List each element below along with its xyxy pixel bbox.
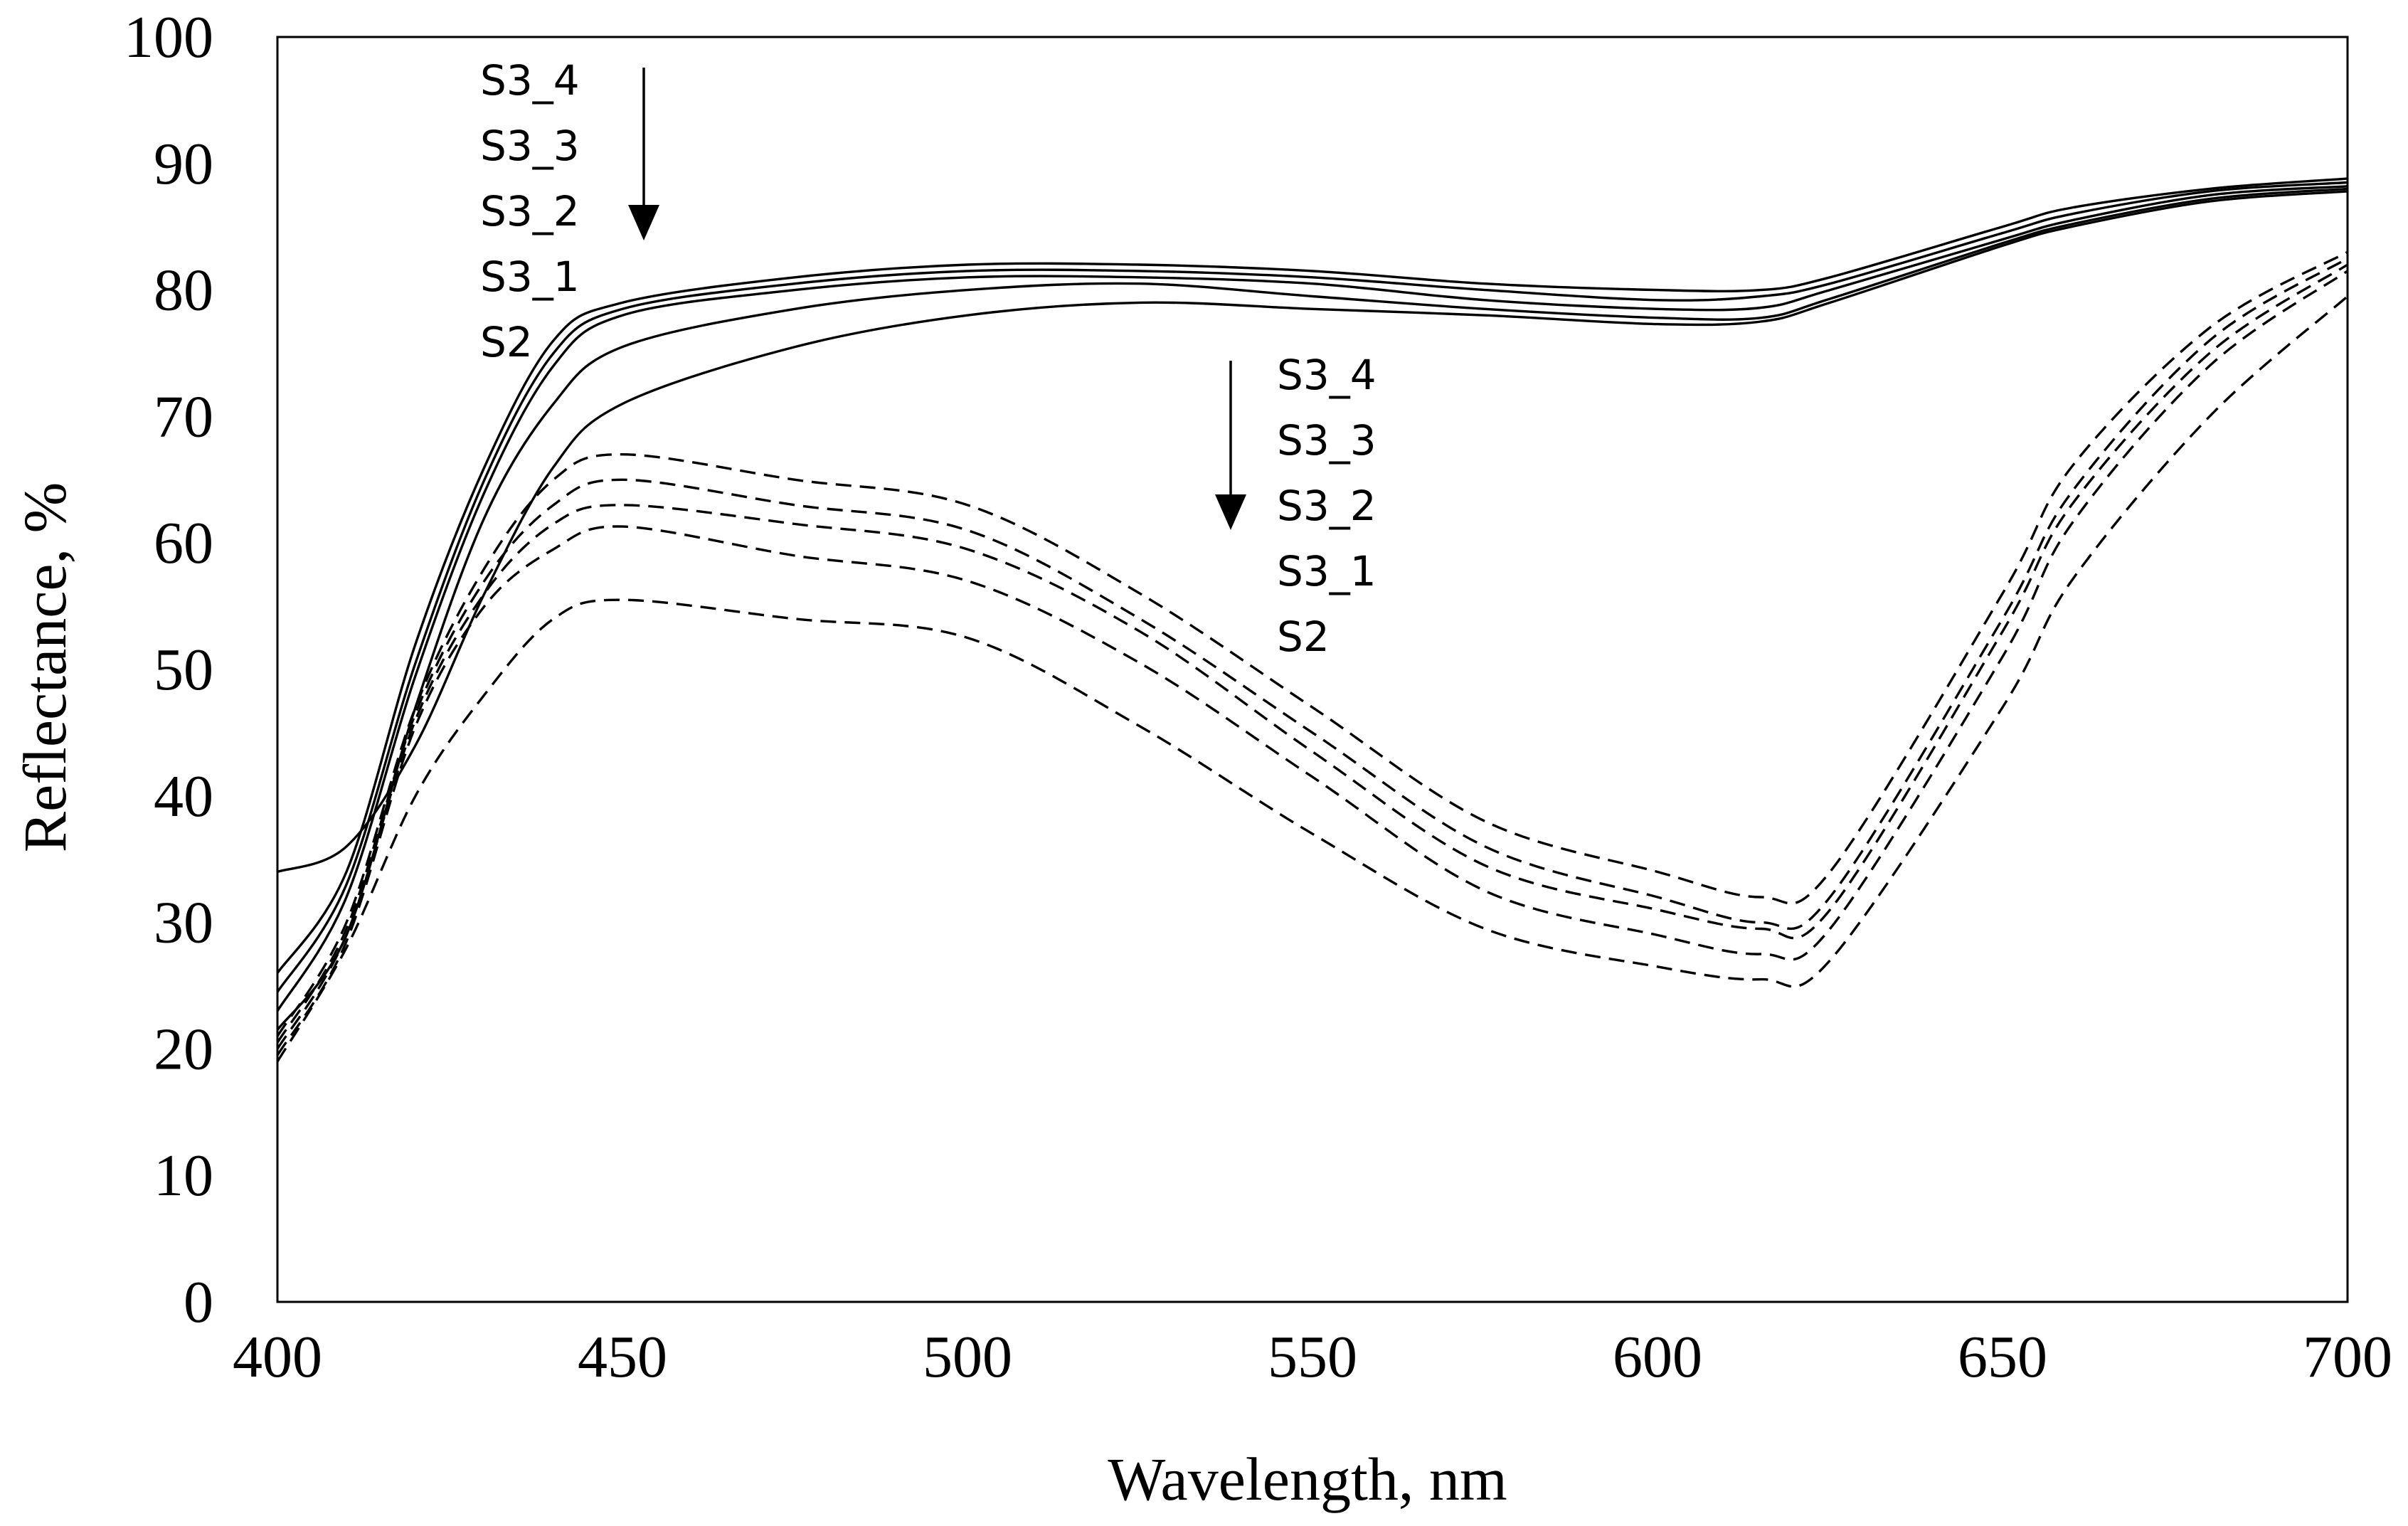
annotation-label: S3_2	[1277, 482, 1377, 530]
series-line-solid-s2	[277, 190, 2348, 874]
plot-frame	[276, 36, 2349, 1303]
y-tick-label: 70	[154, 383, 213, 450]
annotation-label: S2	[1277, 613, 1330, 661]
x-tick-label: 500	[923, 1324, 1012, 1390]
plot-area	[276, 36, 2349, 1303]
annotation-label: S2	[480, 318, 533, 366]
series-line-dashed-s3-3	[276, 257, 2348, 1044]
y-tick-label: 10	[154, 1143, 213, 1209]
annotation-dashed: S3_4 S3_3 S3_2 S3_1 S2	[1215, 351, 1377, 661]
x-tick-label: 700	[2303, 1324, 2392, 1390]
annotation-layer: S3_4 S3_3 S3_2 S3_1 S2 S3_4 S3_3 S3_2 S3_1 S2	[480, 56, 1377, 661]
y-tick-label: 100	[124, 4, 213, 70]
series-line-solid-s3-4	[276, 177, 2348, 974]
y-tick-label: 0	[184, 1269, 213, 1335]
x-axis-title: Wavelength, nm	[1108, 1445, 1507, 1513]
y-tick-label: 50	[154, 637, 213, 703]
annotation-label: S3_3	[480, 122, 580, 170]
y-tick-label: 40	[154, 763, 213, 830]
series-line-solid-s3-2	[276, 185, 2348, 1012]
y-tick-label: 80	[154, 258, 213, 324]
y-tick-label: 30	[154, 890, 213, 956]
x-tick-label: 650	[1958, 1324, 2047, 1390]
annotation-solid: S3_4 S3_3 S3_2 S3_1 S2	[480, 56, 659, 366]
arrow-down-icon	[628, 205, 659, 240]
series-line-dashed-s3-1	[276, 270, 2348, 1056]
series-layer	[276, 177, 2349, 1063]
y-tick-label: 90	[154, 131, 213, 197]
annotation-label: S3_1	[1277, 547, 1377, 595]
y-tick-labels: 0 10 20 30 40 50 60 70 80 90 100	[124, 4, 213, 1335]
series-line-solid-s3-1	[276, 187, 2348, 1031]
annotation-label: S3_1	[480, 253, 580, 301]
y-tick-label: 60	[154, 510, 213, 576]
x-tick-label: 400	[233, 1324, 322, 1390]
x-tick-label: 550	[1268, 1324, 1357, 1390]
annotation-label: S3_2	[480, 187, 580, 235]
annotation-label: S3_4	[1277, 351, 1377, 399]
annotation-label: S3_4	[480, 56, 580, 105]
x-tick-label: 600	[1613, 1324, 1702, 1390]
y-axis-title: Reflectance, %	[11, 482, 79, 852]
series-line-solid-s3-3	[276, 181, 2348, 993]
arrow-down-icon	[1215, 494, 1246, 530]
series-line-dashed-s3-2	[276, 263, 2348, 1050]
y-tick-label: 20	[154, 1016, 213, 1082]
x-tick-labels: 400 450 500 550 600 650 700	[233, 1324, 2392, 1390]
series-line-dashed-s3-4	[276, 250, 2348, 1037]
x-tick-label: 450	[578, 1324, 667, 1390]
annotation-label: S3_3	[1277, 416, 1377, 465]
series-line-dashed-s2	[276, 295, 2349, 1063]
